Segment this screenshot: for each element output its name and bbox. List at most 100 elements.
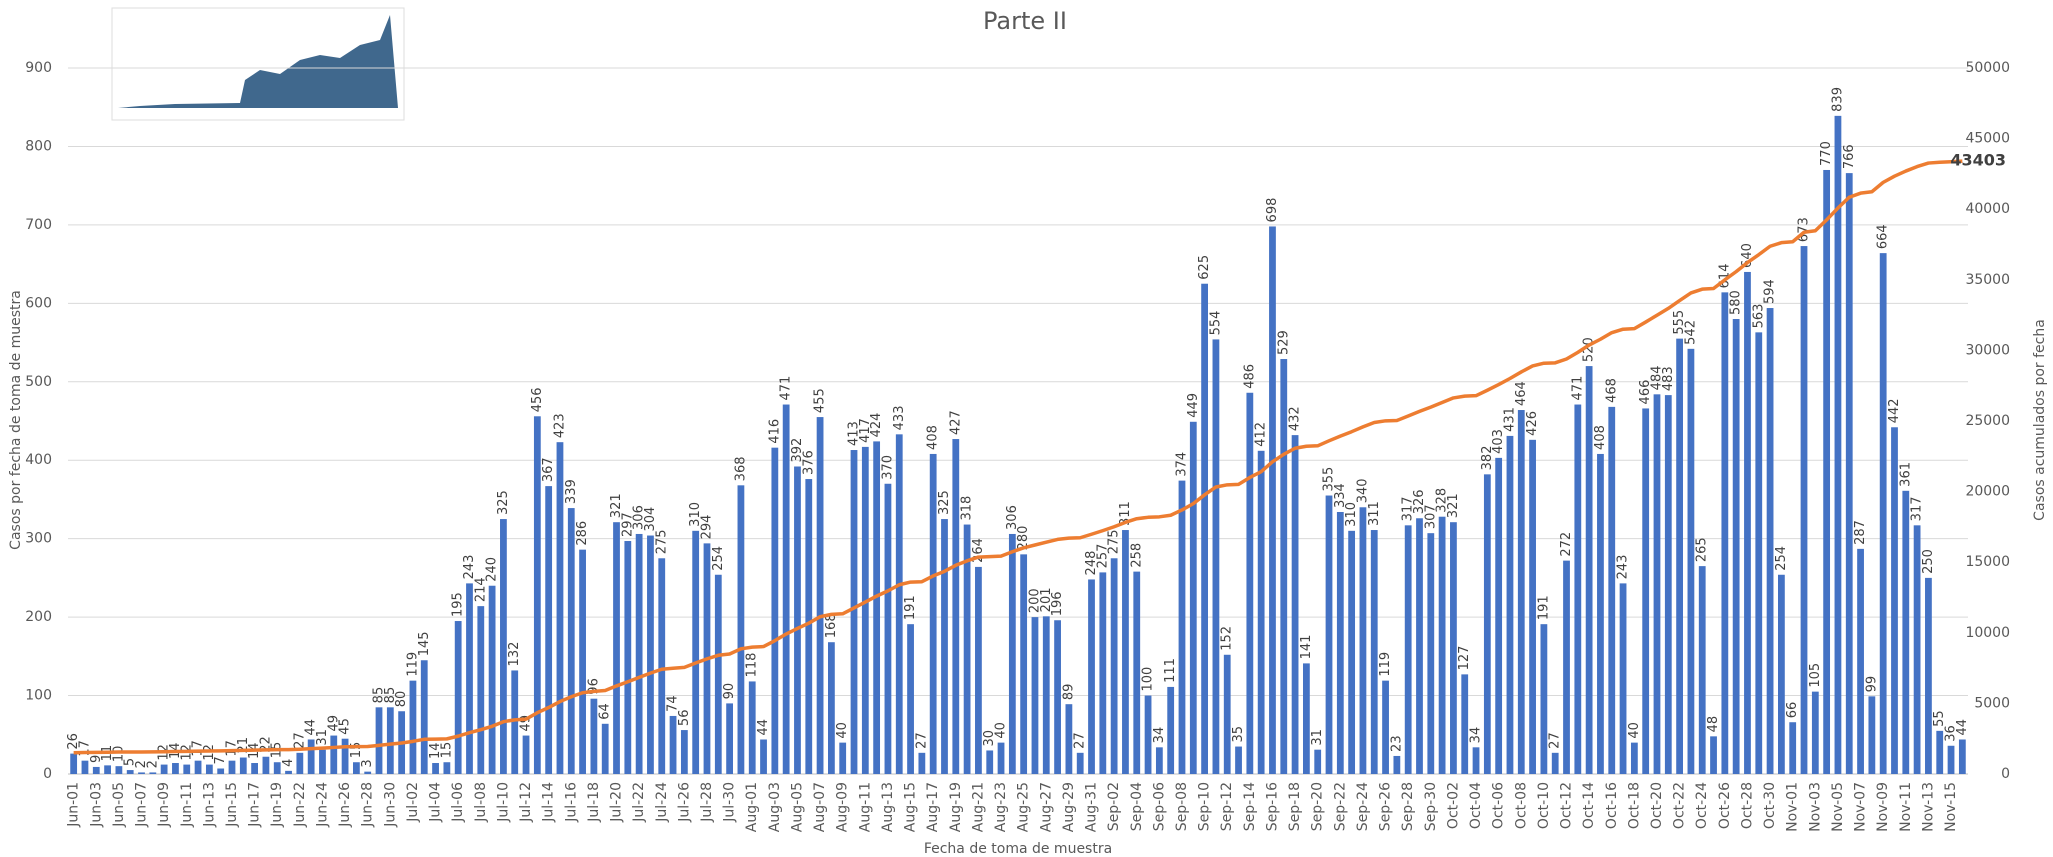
data-label: 30 [982, 730, 997, 747]
y-tick-label: 500 [25, 374, 52, 390]
data-label: 254 [711, 546, 726, 571]
x-tick-label: Jul-18 [586, 782, 602, 823]
bar [895, 434, 903, 774]
x-tick-label: Jul-12 [518, 782, 534, 823]
y2-tick-label: 25000 [1965, 413, 2010, 429]
bar [262, 756, 270, 774]
data-label: 287 [1853, 520, 1868, 545]
data-label: 48 [1706, 716, 1721, 733]
data-label: 89 [1061, 684, 1076, 701]
bar [1359, 507, 1367, 774]
data-label: 456 [530, 387, 545, 412]
bar [1325, 495, 1333, 774]
bar [92, 766, 100, 774]
data-label: 9 [89, 755, 104, 763]
bar [1155, 747, 1163, 774]
bar [1416, 518, 1423, 774]
bar [1495, 457, 1503, 774]
x-tick-label: Jun-24 [314, 782, 330, 828]
data-label: 119 [405, 652, 420, 677]
x-tick-label: Sep-04 [1129, 782, 1145, 831]
bar [929, 453, 937, 774]
bar [307, 739, 315, 774]
data-label: 118 [745, 653, 760, 678]
data-label: 27 [292, 732, 307, 749]
x-tick-label: Aug-27 [1038, 782, 1054, 832]
bar [466, 583, 473, 774]
bar [1110, 558, 1118, 774]
x-tick-label: Oct-18 [1626, 782, 1642, 829]
data-label: 839 [1830, 87, 1845, 112]
y-tick-label: 600 [25, 295, 52, 311]
bar [1585, 366, 1593, 774]
data-label: 770 [1819, 141, 1834, 166]
data-label: 563 [1751, 304, 1766, 329]
bar [1766, 308, 1774, 774]
y2-tick-label: 50000 [1965, 60, 2010, 76]
bar [330, 735, 338, 774]
x-tick-label: Sep-18 [1287, 782, 1303, 831]
x-tick-label: Nov-11 [1898, 782, 1914, 832]
data-label: 27 [914, 732, 929, 749]
bar [680, 730, 688, 774]
x-tick-label: Oct-04 [1468, 782, 1484, 829]
bar [1744, 271, 1751, 774]
bar [1517, 410, 1525, 774]
data-label: 40 [994, 722, 1009, 739]
data-label: 243 [1616, 555, 1631, 580]
bar [533, 416, 541, 774]
bar [624, 541, 632, 774]
bar [963, 524, 971, 774]
x-axis-title: Fecha de toma de muestra [924, 841, 1112, 857]
data-label: 2 [134, 760, 149, 768]
bar [1382, 680, 1389, 774]
data-label: 85 [383, 687, 398, 704]
data-label: 382 [1480, 446, 1495, 471]
bar [1370, 530, 1378, 774]
x-tick-label: Oct-12 [1559, 782, 1575, 829]
bar [1755, 332, 1763, 774]
data-label: 455 [813, 388, 828, 413]
y-tick-label: 200 [25, 609, 52, 625]
bar [1099, 572, 1107, 774]
bar [1721, 292, 1729, 774]
data-label: 328 [1435, 488, 1450, 513]
bar [1687, 348, 1695, 774]
x-tick-label: Aug-15 [903, 782, 919, 832]
bar [601, 723, 609, 774]
data-label: 555 [1672, 310, 1687, 335]
data-label: 44 [304, 719, 319, 736]
bar [1540, 624, 1548, 774]
data-label: 423 [552, 413, 567, 438]
thumbnail-shape [118, 15, 398, 108]
data-label: 413 [847, 421, 862, 446]
x-tick-label: Jun-28 [360, 782, 376, 828]
x-tick-label: Aug-17 [925, 782, 941, 832]
data-label: 27 [1548, 732, 1563, 749]
data-label: 325 [937, 490, 952, 515]
data-label: 468 [1604, 378, 1619, 403]
x-tick-label: Jun-03 [88, 782, 104, 828]
data-label: 111 [1163, 658, 1178, 683]
x-tick-label: Sep-14 [1242, 782, 1258, 831]
data-label: 196 [1050, 591, 1065, 616]
data-label: 304 [643, 507, 658, 532]
data-label: 471 [779, 376, 794, 401]
data-label: 310 [1344, 502, 1359, 527]
x-tick-label: Sep-22 [1332, 782, 1348, 831]
x-tick-label: Jul-22 [631, 782, 647, 823]
data-label: 254 [1774, 546, 1789, 571]
bar [1732, 319, 1740, 774]
x-tick-label: Jul-02 [405, 782, 421, 823]
y2-tick-label: 10000 [1965, 625, 2010, 641]
bar [556, 442, 564, 774]
bar [1653, 394, 1661, 774]
bar [1811, 691, 1819, 774]
x-tick-label: Sep-12 [1219, 782, 1235, 831]
data-label: 297 [620, 512, 635, 537]
data-label: 44 [1955, 719, 1970, 736]
data-label: 321 [609, 493, 624, 518]
x-tick-label: Jul-26 [676, 782, 692, 823]
x-tick-label: Nov-09 [1875, 782, 1891, 832]
bar [1178, 480, 1186, 774]
